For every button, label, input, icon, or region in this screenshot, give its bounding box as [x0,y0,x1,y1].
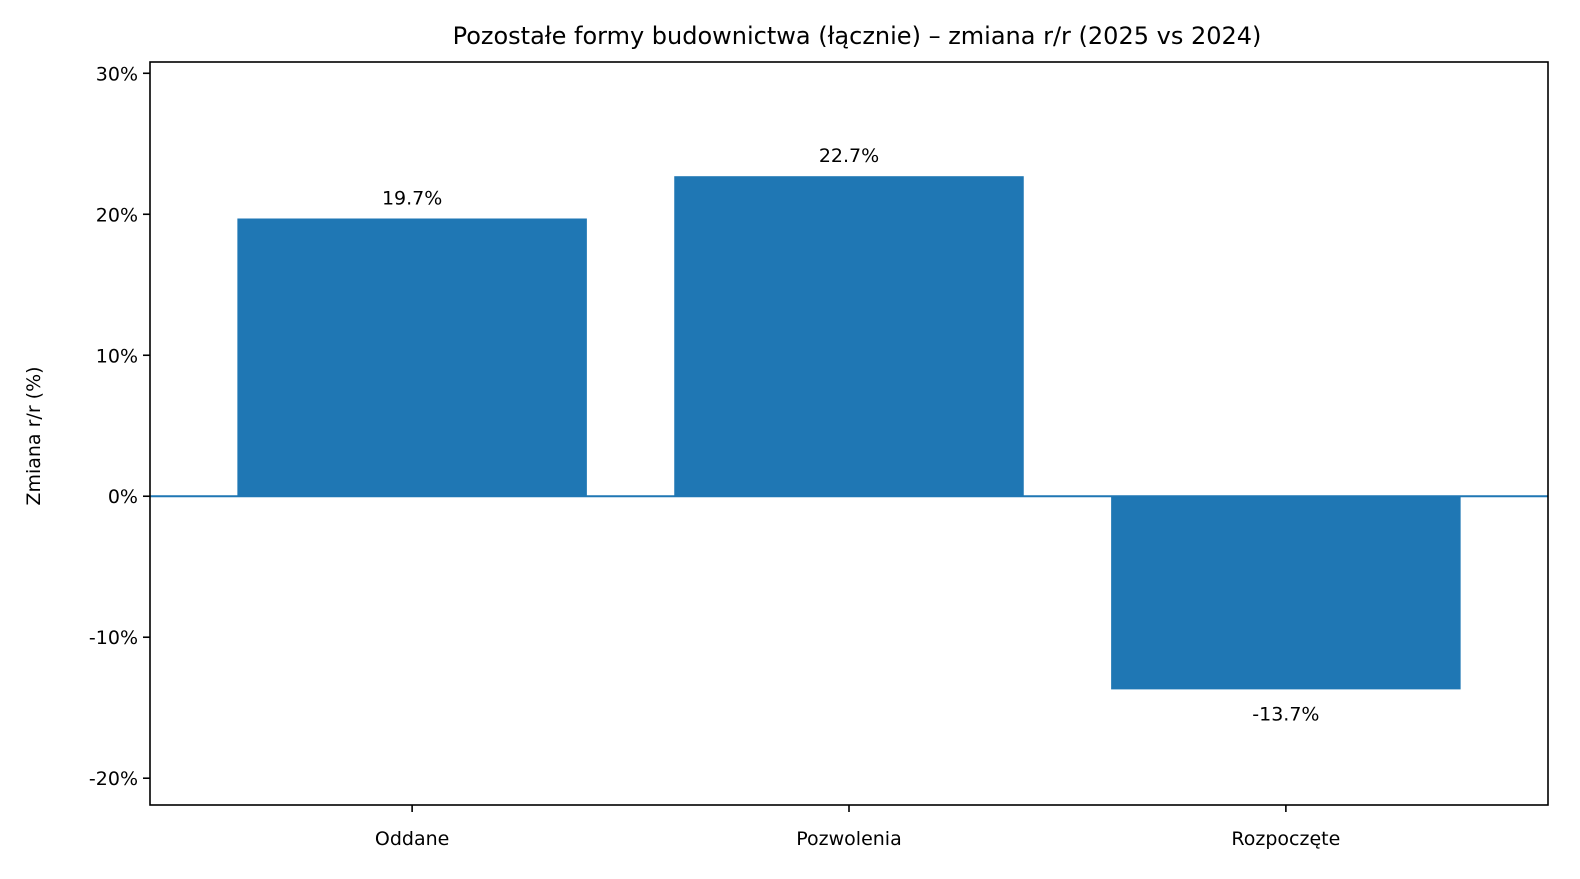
y-tick-label: -10% [89,627,138,649]
bar-value-label: 22.7% [819,145,879,167]
bar-pozwolenia [674,176,1024,497]
x-tick-label: Pozwolenia [796,828,901,850]
x-tick-label: Rozpoczęte [1231,828,1340,850]
y-tick-label: 0% [108,486,138,508]
bar-value-label: 19.7% [382,187,442,209]
y-axis-label: Zmiana r/r (%) [23,366,45,505]
y-tick-label: 20% [96,204,138,226]
y-tick-label: -20% [89,768,138,790]
x-tick-label: Oddane [375,828,449,850]
bar-rozpoczęte [1111,496,1461,690]
plot-area: -20% -10% 0% 10% 20% 30% Oddane Pozwolenia Rozpo… [89,61,1549,850]
chart-title: Pozostałe formy budownictwa (łącznie) – … [453,22,1262,50]
y-tick-label: 30% [96,63,138,85]
y-tick-label: 10% [96,345,138,367]
bar-value-label: -13.7% [1252,703,1319,725]
bar-oddane [237,218,587,497]
